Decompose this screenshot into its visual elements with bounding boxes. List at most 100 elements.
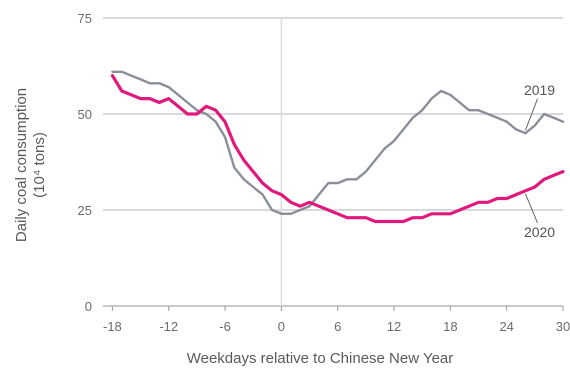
x-tick-label: -6 — [219, 319, 231, 334]
grid-layer — [103, 17, 563, 307]
data-point-2020 — [402, 220, 405, 223]
data-point-2019 — [186, 101, 189, 104]
y-tick-label: 25 — [78, 203, 92, 218]
data-point-2020 — [430, 213, 433, 215]
data-point-2020 — [383, 220, 386, 223]
data-point-2020 — [177, 105, 179, 108]
data-point-2020 — [167, 97, 170, 100]
x-tick-label: -18 — [103, 319, 122, 334]
data-point-2019 — [196, 109, 198, 111]
data-point-2019 — [543, 113, 546, 115]
leader-line-2020 — [524, 193, 538, 224]
data-point-2019 — [224, 136, 226, 138]
data-point-2019 — [205, 113, 208, 115]
data-point-2020 — [411, 216, 414, 219]
data-point-2020 — [562, 170, 564, 173]
data-point-2019 — [280, 213, 283, 215]
data-point-2020 — [336, 213, 339, 215]
data-point-2020 — [477, 201, 480, 204]
data-point-2020 — [393, 220, 395, 223]
series-layer — [110, 70, 565, 224]
data-point-2020 — [515, 193, 517, 196]
data-point-2019 — [177, 94, 179, 96]
data-point-2020 — [233, 143, 236, 146]
data-point-2019 — [233, 166, 236, 169]
x-axis-title: Weekdays relative to Chinese New Year — [187, 350, 454, 367]
data-point-2020 — [449, 213, 452, 215]
data-point-2019 — [374, 159, 377, 161]
data-point-2020 — [261, 182, 264, 184]
x-tick-label: 12 — [387, 319, 401, 334]
data-point-2020 — [280, 193, 283, 196]
data-point-2019 — [524, 132, 527, 134]
data-point-2020 — [552, 174, 555, 177]
data-point-2020 — [196, 113, 198, 115]
data-point-2019 — [440, 90, 442, 92]
data-point-2019 — [383, 147, 386, 150]
y-tick-label: 75 — [78, 11, 92, 26]
data-point-2020 — [214, 109, 217, 111]
leader-line-2019 — [524, 98, 538, 131]
data-point-2020 — [271, 190, 273, 192]
data-point-2019 — [365, 170, 367, 173]
data-point-2019 — [421, 109, 423, 111]
data-point-2019 — [299, 209, 301, 211]
y-tick-label: 0 — [85, 299, 92, 314]
data-point-2019 — [336, 182, 339, 184]
data-point-2019 — [139, 78, 142, 81]
data-point-2020 — [130, 94, 132, 96]
data-point-2019 — [346, 178, 348, 181]
data-point-2020 — [205, 105, 208, 108]
series-label-2019: 2019 — [524, 82, 555, 98]
data-point-2019 — [120, 70, 123, 73]
data-point-2020 — [289, 201, 292, 204]
data-point-2020 — [224, 120, 226, 123]
x-tick-label: 30 — [556, 319, 570, 334]
data-point-2020 — [543, 178, 546, 181]
data-point-2020 — [139, 97, 142, 100]
data-point-2020 — [355, 216, 358, 219]
data-point-2019 — [261, 193, 264, 196]
y-axis-title-line-1: Daily coal consumption — [13, 88, 30, 242]
data-point-2019 — [167, 86, 170, 88]
data-point-2020 — [346, 216, 348, 219]
data-point-2019 — [534, 124, 536, 127]
data-point-2020 — [318, 205, 320, 207]
data-point-2019 — [458, 101, 461, 104]
data-point-2020 — [505, 197, 508, 200]
y-tick-label: 50 — [78, 107, 92, 122]
data-point-2019 — [487, 113, 489, 115]
data-point-2019 — [393, 140, 395, 142]
axes-layer: 0 25 50 75 -18 -12 -6 0 6 12 18 24 30 — [78, 11, 570, 334]
data-point-2019 — [289, 213, 292, 215]
series-label-2020: 2020 — [524, 224, 555, 240]
data-point-2019 — [318, 193, 320, 196]
data-point-2019 — [496, 117, 499, 119]
data-point-2019 — [252, 186, 255, 188]
data-point-2020 — [487, 201, 489, 204]
x-tick-label: 0 — [278, 319, 285, 334]
y-axis-title-line-2: (10⁴ tons) — [31, 132, 48, 198]
data-point-2019 — [243, 178, 245, 181]
x-tick-label: -12 — [159, 319, 178, 334]
data-point-2019 — [149, 82, 151, 85]
data-point-2020 — [308, 201, 311, 204]
data-point-2020 — [252, 170, 255, 173]
data-point-2019 — [355, 178, 358, 181]
data-point-2020 — [534, 186, 536, 188]
data-point-2019 — [402, 128, 405, 131]
data-point-2020 — [496, 197, 499, 200]
data-point-2020 — [524, 190, 527, 192]
data-point-2019 — [158, 82, 161, 85]
data-point-2019 — [130, 74, 132, 77]
data-point-2019 — [562, 120, 564, 123]
data-point-2019 — [327, 182, 330, 184]
data-point-2020 — [458, 209, 461, 211]
data-point-2020 — [468, 205, 470, 207]
data-point-2019 — [111, 70, 114, 73]
data-point-2019 — [411, 117, 414, 119]
data-point-2019 — [477, 109, 480, 111]
